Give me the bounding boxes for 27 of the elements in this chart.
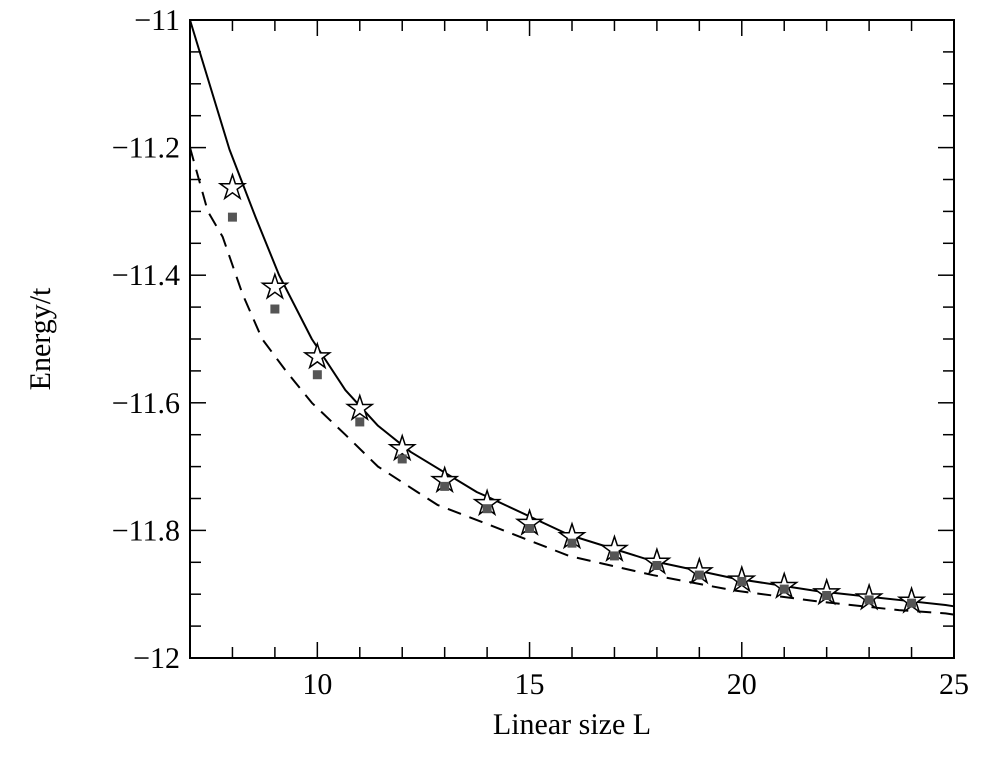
x-tick-label: 10 bbox=[302, 668, 332, 701]
x-tick-label: 15 bbox=[514, 668, 545, 701]
y-tick-label: −11.6 bbox=[112, 386, 180, 420]
point bbox=[440, 482, 450, 491]
point bbox=[355, 417, 364, 426]
point bbox=[270, 304, 280, 314]
point bbox=[525, 524, 534, 533]
y-axis-title: Energy/t bbox=[24, 286, 57, 390]
x-axis-title: Linear size L bbox=[492, 708, 652, 741]
point bbox=[389, 434, 416, 460]
point bbox=[610, 551, 619, 560]
y-tick-label: −11.2 bbox=[112, 132, 180, 165]
y-tick-label: −11.8 bbox=[112, 514, 180, 548]
y-tick-label: −12 bbox=[133, 642, 180, 675]
point bbox=[312, 370, 322, 380]
point bbox=[482, 504, 492, 514]
point bbox=[228, 212, 237, 222]
y-tick-label: −11 bbox=[134, 4, 180, 37]
x-tick-label: 25 bbox=[939, 668, 969, 701]
x-tick-label: 20 bbox=[726, 668, 757, 701]
point bbox=[398, 454, 407, 464]
point bbox=[304, 343, 330, 368]
y-tick-label: −11.4 bbox=[112, 259, 180, 292]
point bbox=[568, 538, 576, 548]
point bbox=[346, 394, 373, 420]
point bbox=[219, 174, 246, 200]
point bbox=[262, 274, 288, 299]
